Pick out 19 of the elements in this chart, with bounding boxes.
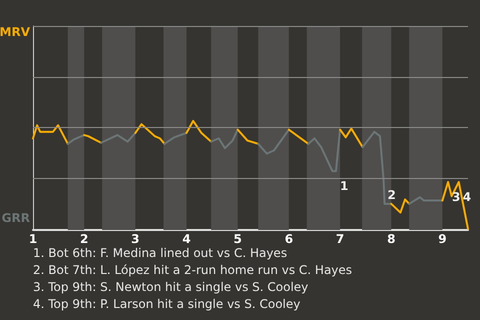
x-tick-label: 7	[336, 232, 344, 246]
text: 3. Top 9th: S. Newton hit a single vs S. Cooley	[33, 280, 308, 294]
text: 2. Bot 7th: L. López hit a 2-run home run vs C. Hayes	[33, 263, 352, 277]
x-tick-label: 3	[131, 232, 140, 246]
text: GRR	[2, 211, 30, 225]
text: 4. Top 9th: P. Larson hit a single vs S. Cooley	[33, 297, 300, 311]
annotation: 2	[388, 188, 396, 202]
x-tick-label: 8	[387, 232, 396, 246]
x-tick-label: 1	[28, 232, 38, 246]
text: MRV	[0, 25, 31, 39]
x-tick-label: 6	[284, 232, 294, 246]
annotation: 4	[462, 190, 472, 204]
x-tick-label: 9	[438, 232, 447, 246]
annotation: 3	[452, 190, 460, 204]
x-tick-label: 5	[234, 232, 242, 246]
text: 1. Bot 6th: F. Medina lined out vs C. Hayes	[33, 246, 288, 260]
x-tick-label: 2	[80, 232, 88, 246]
annotation: 1	[340, 179, 348, 194]
x-tick-label: 4	[182, 232, 191, 246]
